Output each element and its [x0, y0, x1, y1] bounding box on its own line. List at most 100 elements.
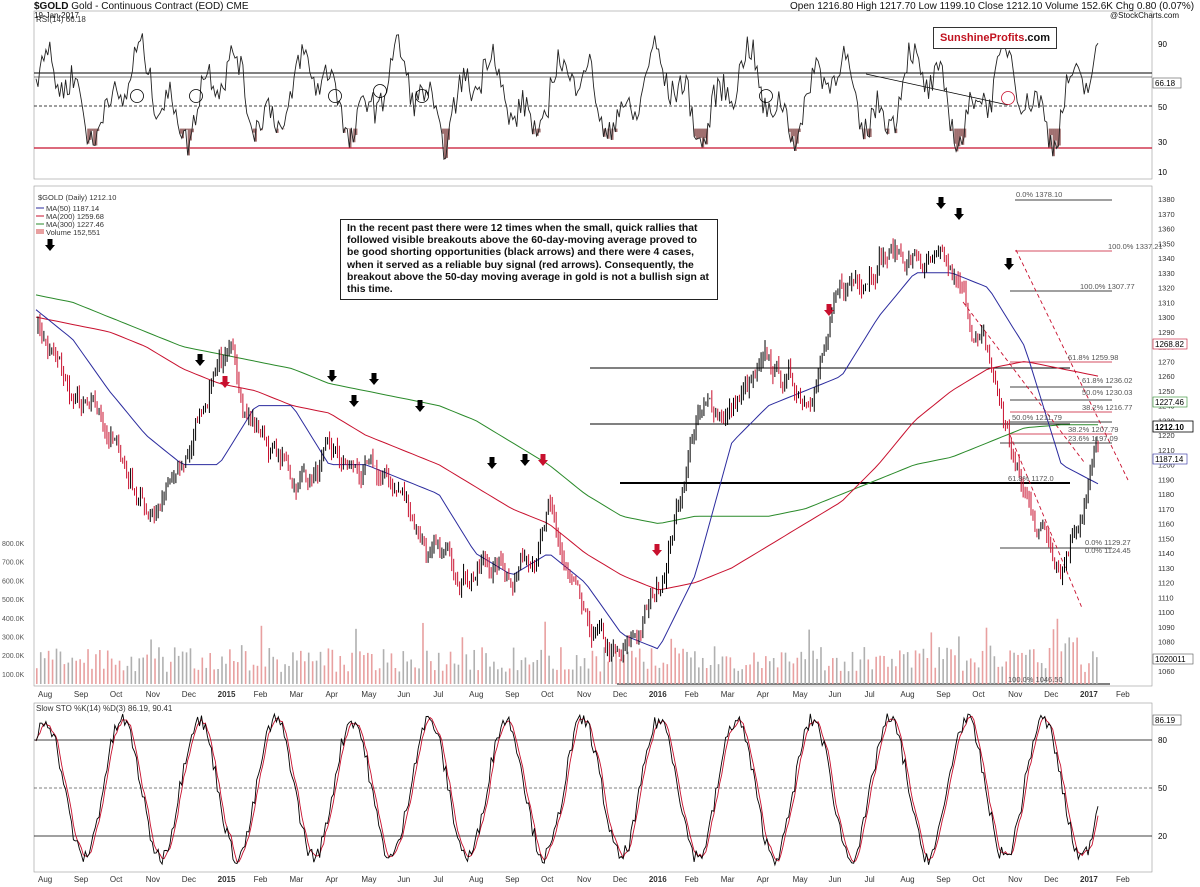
- volume-bar: [895, 666, 897, 684]
- rsi-oversold-fill: [954, 128, 957, 144]
- rsi-oversold-fill: [794, 128, 797, 151]
- volume-bar: [504, 671, 507, 684]
- volume-bar: [650, 648, 653, 684]
- price-tick: 1300: [1158, 313, 1175, 322]
- volume-bar: [776, 667, 779, 684]
- rsi-oversold-fill: [1058, 128, 1061, 146]
- volume-bar: [430, 661, 432, 684]
- black-arrow: [1004, 258, 1014, 270]
- volume-bar: [193, 668, 196, 684]
- rsi-tick-30: 30: [1158, 138, 1167, 147]
- volume-bar: [958, 636, 960, 684]
- x-tick-label: Sep: [74, 690, 89, 699]
- volume-bar: [154, 658, 156, 684]
- volume-bar: [855, 670, 858, 684]
- volume-bar: [564, 669, 566, 684]
- volume-tick: 200.0K: [2, 653, 25, 660]
- volume-bar: [473, 649, 476, 684]
- volume-bar: [343, 664, 345, 684]
- volume-bar: [303, 661, 306, 684]
- volume-bar: [185, 652, 188, 684]
- volume-bar: [768, 661, 771, 684]
- x-tick-label: 2017: [1080, 875, 1098, 884]
- volume-bar: [883, 655, 885, 684]
- x-tick-label: Feb: [1116, 690, 1130, 699]
- volume-bar: [1029, 649, 1031, 684]
- volume-bar: [709, 665, 712, 684]
- x-tick-label: Sep: [936, 875, 951, 884]
- price-tick: 1170: [1158, 505, 1174, 514]
- volume-bar: [87, 649, 89, 684]
- price-tags: 1268.82 1227.46 1212.10 1187.14 1020011: [1152, 338, 1194, 665]
- rsi-oversold-fill: [611, 128, 614, 140]
- price-tick: 1370: [1158, 210, 1175, 219]
- rsi-oversold-fill: [276, 128, 279, 133]
- rsi-oversold-fill: [703, 128, 707, 139]
- volume-bar: [973, 662, 976, 684]
- rsi-oversold-fill: [191, 128, 194, 133]
- volume-bar: [698, 667, 700, 684]
- volume-bar: [146, 654, 148, 684]
- price-tick: 1150: [1158, 534, 1174, 543]
- x-tick-label: Jun: [397, 690, 410, 699]
- volume-bar: [374, 670, 377, 684]
- x-tick-label: Feb: [685, 690, 699, 699]
- volume-bar: [654, 665, 657, 684]
- volume-bar: [363, 655, 365, 684]
- rsi-oversold-fill: [443, 128, 447, 160]
- volume-bar: [524, 657, 527, 684]
- x-tick-label: Nov: [577, 690, 591, 699]
- volume-bar: [280, 671, 282, 684]
- price-tag-last: 1212.10: [1155, 423, 1184, 432]
- volume-bar: [528, 664, 531, 684]
- legend-ma50: MA(50) 1187.14: [46, 204, 99, 213]
- legend-ma200: MA(200) 1259.68: [46, 212, 104, 221]
- chart-date: 19-Jan-2017: [34, 11, 79, 20]
- fib-labels: 0.0% 1378.10 100.0% 1337.21 100.0% 1307.…: [1008, 190, 1163, 684]
- price-tick: 1350: [1158, 239, 1175, 248]
- x-tick-label: 2015: [218, 690, 236, 699]
- volume-bar: [130, 656, 133, 684]
- fib-label-11: 0.0% 1129.27: [1085, 538, 1131, 547]
- rsi-oversold-fill: [441, 128, 445, 134]
- volume-bar: [213, 669, 215, 684]
- volume-bar: [575, 655, 578, 684]
- x-tick-label: 2017: [1080, 690, 1098, 699]
- volume-bar: [414, 667, 416, 684]
- volume-bar: [402, 651, 405, 684]
- volume-bar: [67, 662, 70, 684]
- price-tag-ma200: 1268.82: [1155, 340, 1184, 349]
- rsi-oversold-fill: [252, 128, 255, 133]
- volume-tick: 400.0K: [2, 616, 25, 623]
- trend-channel: [962, 249, 1129, 609]
- volume-bar: [445, 664, 448, 684]
- rsi-oversold-fill: [93, 128, 96, 146]
- x-tick-label: Oct: [110, 875, 123, 884]
- volume-bar: [832, 658, 834, 684]
- volume-bar: [954, 655, 956, 684]
- volume-bar: [106, 650, 109, 684]
- x-tick-label: Oct: [972, 690, 985, 699]
- volume-bar: [284, 664, 286, 684]
- price-tick: 1160: [1158, 520, 1174, 529]
- volume-bar: [221, 656, 223, 684]
- volume-bar: [965, 660, 968, 684]
- volume-bar: [690, 657, 692, 684]
- x-tick-label: Mar: [721, 690, 735, 699]
- volume-bar: [1056, 618, 1059, 684]
- volume-bar: [252, 664, 255, 684]
- rsi-oversold-fill: [538, 128, 541, 133]
- volume-bar: [587, 668, 590, 684]
- rsi-oversold-fill: [187, 128, 190, 156]
- volume-bar: [745, 665, 747, 684]
- volume-bar: [1092, 651, 1094, 684]
- legend-ma300: MA(300) 1227.46: [46, 220, 104, 229]
- annotation-callout: In the recent past there were 12 times w…: [340, 219, 718, 301]
- volume-bar: [1021, 652, 1023, 684]
- volume-bar: [162, 656, 164, 684]
- rsi-oversold-fill: [97, 128, 100, 132]
- volume-bar: [772, 658, 775, 684]
- volume-bar: [638, 648, 641, 684]
- black-arrow: [954, 208, 964, 220]
- price-tick: 1380: [1158, 195, 1175, 204]
